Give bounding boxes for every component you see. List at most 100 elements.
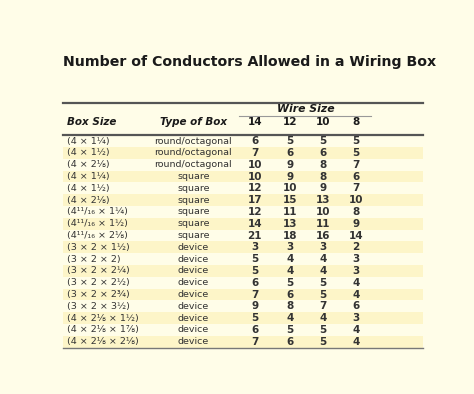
Text: 5: 5: [251, 254, 258, 264]
Bar: [63, 218, 423, 230]
Text: 13: 13: [283, 219, 297, 229]
Text: 5: 5: [319, 325, 327, 335]
Text: 8: 8: [352, 117, 359, 127]
Text: 6: 6: [251, 325, 258, 335]
Text: 15: 15: [283, 195, 297, 205]
Text: 10: 10: [316, 207, 330, 217]
Text: 10: 10: [349, 195, 363, 205]
Text: 5: 5: [319, 136, 327, 146]
Text: (4¹¹/₁₆ × 2⅛): (4¹¹/₁₆ × 2⅛): [66, 231, 128, 240]
Text: square: square: [177, 231, 210, 240]
Text: 6: 6: [319, 148, 327, 158]
Text: 4: 4: [319, 313, 327, 323]
Text: 4: 4: [286, 313, 293, 323]
Text: 8: 8: [286, 301, 293, 311]
Text: 7: 7: [352, 160, 360, 170]
Text: 3: 3: [286, 242, 293, 252]
Text: 6: 6: [251, 136, 258, 146]
Text: 5: 5: [286, 325, 293, 335]
Text: 18: 18: [283, 230, 297, 241]
Text: 13: 13: [316, 195, 330, 205]
Text: 7: 7: [319, 301, 327, 311]
Text: 7: 7: [251, 337, 258, 347]
Bar: [63, 171, 423, 182]
Text: round/octagonal: round/octagonal: [155, 137, 232, 146]
Text: (3 × 2 × 1½): (3 × 2 × 1½): [66, 243, 129, 252]
Text: 6: 6: [352, 171, 359, 182]
Text: round/octagonal: round/octagonal: [155, 160, 232, 169]
Bar: [63, 336, 423, 348]
Text: 9: 9: [352, 219, 359, 229]
Text: 4: 4: [352, 290, 360, 299]
Text: 5: 5: [319, 278, 327, 288]
Text: 4: 4: [286, 266, 293, 276]
Text: 5: 5: [319, 337, 327, 347]
Text: 7: 7: [251, 148, 258, 158]
Text: 7: 7: [352, 183, 360, 193]
Text: 4: 4: [286, 254, 293, 264]
Text: 5: 5: [352, 136, 359, 146]
Text: 11: 11: [316, 219, 330, 229]
Text: 7: 7: [251, 290, 258, 299]
Text: 9: 9: [286, 171, 293, 182]
Text: device: device: [178, 302, 209, 311]
Bar: [63, 147, 423, 159]
Text: 6: 6: [286, 337, 293, 347]
Text: 5: 5: [286, 278, 293, 288]
Text: 10: 10: [316, 117, 330, 127]
Text: 14: 14: [247, 219, 262, 229]
Text: (3 × 2 × 2¼): (3 × 2 × 2¼): [66, 266, 129, 275]
Text: (4 × 2⅛): (4 × 2⅛): [66, 196, 109, 204]
Text: device: device: [178, 290, 209, 299]
Text: 4: 4: [352, 278, 360, 288]
Text: 4: 4: [319, 254, 327, 264]
Text: 3: 3: [352, 313, 359, 323]
Text: 4: 4: [352, 337, 360, 347]
Text: 3: 3: [352, 254, 359, 264]
Text: (4 × 2⅛ × 1½): (4 × 2⅛ × 1½): [66, 314, 138, 323]
Text: 3: 3: [319, 242, 327, 252]
Text: (4 × 1¼): (4 × 1¼): [66, 172, 109, 181]
Text: 4: 4: [319, 266, 327, 276]
Text: 11: 11: [283, 207, 297, 217]
Text: 9: 9: [286, 160, 293, 170]
Text: 8: 8: [352, 207, 359, 217]
Text: 10: 10: [283, 183, 297, 193]
Text: 5: 5: [352, 148, 359, 158]
Text: square: square: [177, 208, 210, 216]
Text: 6: 6: [286, 290, 293, 299]
Text: (4 × 2⅛): (4 × 2⅛): [66, 160, 109, 169]
Bar: [63, 289, 423, 301]
Text: square: square: [177, 196, 210, 204]
Text: (4 × 2⅛ × 1⅞): (4 × 2⅛ × 1⅞): [66, 325, 138, 335]
Text: 16: 16: [316, 230, 330, 241]
Text: round/octagonal: round/octagonal: [155, 149, 232, 158]
Text: 9: 9: [319, 183, 327, 193]
Text: 14: 14: [348, 230, 363, 241]
Text: (4 × 1½): (4 × 1½): [66, 149, 109, 158]
Text: 3: 3: [352, 266, 359, 276]
Text: (3 × 2 × 3½): (3 × 2 × 3½): [66, 302, 129, 311]
Text: 2: 2: [352, 242, 359, 252]
Text: 10: 10: [247, 171, 262, 182]
Text: 8: 8: [319, 171, 327, 182]
Text: device: device: [178, 266, 209, 275]
Text: 6: 6: [251, 278, 258, 288]
Text: device: device: [178, 255, 209, 264]
Text: 17: 17: [247, 195, 262, 205]
Text: 4: 4: [352, 325, 360, 335]
Text: Box Size: Box Size: [66, 117, 116, 127]
Text: 5: 5: [286, 136, 293, 146]
Text: (4¹¹/₁₆ × 1½): (4¹¹/₁₆ × 1½): [66, 219, 128, 228]
Text: device: device: [178, 314, 209, 323]
Text: 6: 6: [286, 148, 293, 158]
Text: device: device: [178, 278, 209, 287]
Text: 5: 5: [319, 290, 327, 299]
Text: (4 × 2⅛ × 2⅛): (4 × 2⅛ × 2⅛): [66, 337, 138, 346]
Text: (3 × 2 × 2½): (3 × 2 × 2½): [66, 278, 129, 287]
Text: device: device: [178, 337, 209, 346]
Text: 10: 10: [247, 160, 262, 170]
Text: 5: 5: [251, 313, 258, 323]
Bar: [63, 265, 423, 277]
Text: device: device: [178, 325, 209, 335]
